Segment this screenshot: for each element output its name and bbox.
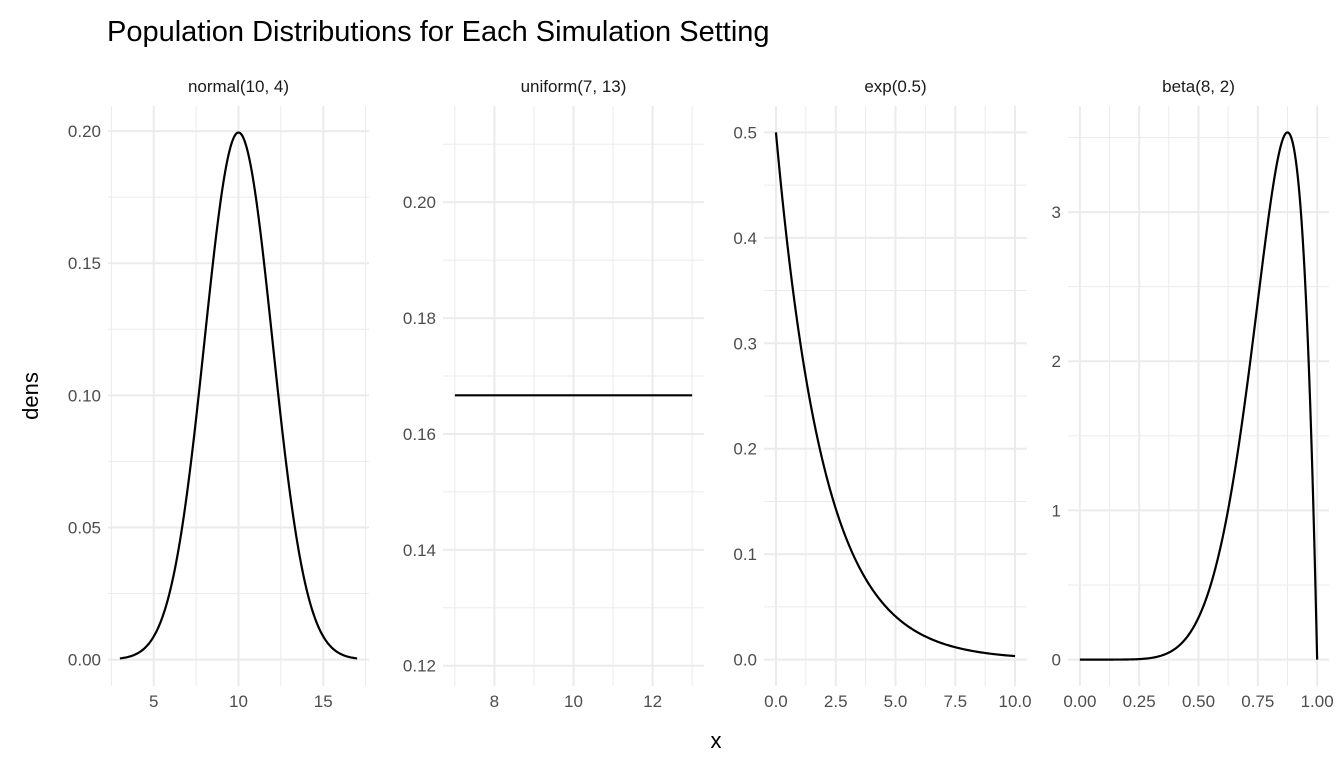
x-tick-label: 0.50 xyxy=(1182,692,1215,711)
y-tick-label: 1 xyxy=(1052,501,1061,520)
y-tick-label: 0.14 xyxy=(403,541,436,560)
density-curve-normal xyxy=(119,131,358,660)
x-tick-label: 12 xyxy=(643,692,662,711)
x-tick-label: 10 xyxy=(229,692,248,711)
x-tick-label: 8 xyxy=(490,692,499,711)
y-tick-label: 0.5 xyxy=(733,123,757,142)
x-tick-label: 10 xyxy=(564,692,583,711)
x-tick-label: 2.5 xyxy=(824,692,848,711)
y-tick-label: 0.20 xyxy=(68,122,101,141)
y-tick-label: 0.1 xyxy=(733,545,757,564)
x-tick-label: 0.25 xyxy=(1123,692,1156,711)
y-axis-label: dens xyxy=(18,372,43,420)
density-curve-exp xyxy=(774,132,1016,658)
y-tick-label: 0.4 xyxy=(733,229,757,248)
density-curve-beta xyxy=(1079,131,1319,661)
facet-panel-3: 0.0 2.5 5.0 7.5 10.0 0.0 0.1 0.2 0.3 0.4 0.5 exp(0.… xyxy=(733,77,1031,711)
y-tick-label: 0.05 xyxy=(68,518,101,537)
y-tick-label: 0.00 xyxy=(68,651,101,670)
x-tick-label: 0.00 xyxy=(1063,692,1096,711)
y-tick-label: 3 xyxy=(1052,203,1061,222)
x-tick-label: 1.00 xyxy=(1301,692,1334,711)
facet-strip-label: beta(8, 2) xyxy=(1162,77,1235,96)
y-tick-label: 0 xyxy=(1052,651,1061,670)
facet-panel-1: 5 10 15 0.00 0.05 0.10 0.15 0.20 normal(10, 4) xyxy=(68,77,369,711)
y-tick-label: 0.12 xyxy=(403,657,436,676)
x-tick-label: 15 xyxy=(314,692,333,711)
x-tick-label: 5.0 xyxy=(884,692,908,711)
chart-title: Population Distributions for Each Simula… xyxy=(107,16,770,48)
x-tick-label: 10.0 xyxy=(998,692,1031,711)
y-tick-label: 0.10 xyxy=(68,386,101,405)
facet-strip-label: normal(10, 4) xyxy=(188,77,289,96)
facet-panel-2: 8 10 12 0.12 0.14 0.16 0.18 0.20 uniform(7, 13) xyxy=(403,77,704,711)
x-tick-label: 5 xyxy=(149,692,158,711)
x-tick-label: 0.75 xyxy=(1241,692,1274,711)
x-axis-label: x xyxy=(711,728,722,753)
y-tick-label: 0.2 xyxy=(733,440,757,459)
y-tick-label: 2 xyxy=(1052,352,1061,371)
y-tick-label: 0.15 xyxy=(68,254,101,273)
y-tick-label: 0.16 xyxy=(403,425,436,444)
y-tick-label: 0.0 xyxy=(733,651,757,670)
y-tick-label: 0.20 xyxy=(403,193,436,212)
facet-strip-label: exp(0.5) xyxy=(864,77,926,96)
y-tick-label: 0.18 xyxy=(403,309,436,328)
y-tick-label: 0.3 xyxy=(733,334,757,353)
facet-panel-4: 0.00 0.25 0.50 0.75 1.00 0 1 2 3 beta(8, 2) xyxy=(1052,77,1334,711)
x-tick-label: 7.5 xyxy=(943,692,967,711)
x-tick-label: 0.0 xyxy=(764,692,788,711)
facet-strip-label: uniform(7, 13) xyxy=(521,77,627,96)
